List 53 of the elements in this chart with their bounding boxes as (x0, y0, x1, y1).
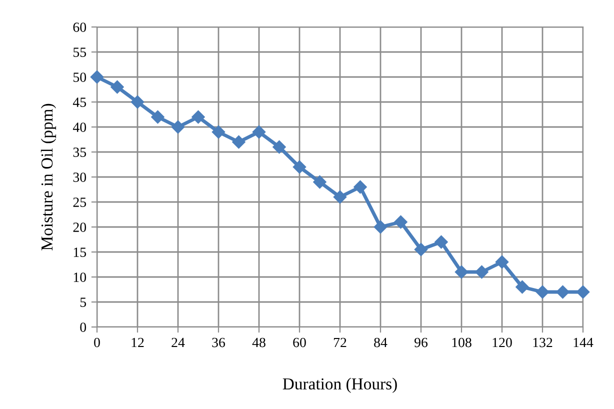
point (292, 160, 306, 174)
point (313, 175, 326, 189)
x-axis-title: Duration (Hours) (282, 378, 397, 393)
y-tick-label: 20 (73, 222, 86, 232)
y-tick-label: 15 (74, 248, 86, 257)
point (354, 180, 367, 194)
point (272, 140, 286, 154)
y-tick-label: 40 (72, 122, 86, 132)
y-tick-label: 10 (74, 272, 86, 282)
x-tick-label: 60 (293, 338, 306, 348)
y-tick-label: 0 (80, 322, 86, 332)
y-tick-label: 55 (74, 48, 86, 57)
x-tick-label: 132 (533, 338, 552, 348)
x-tick-label: 36 (212, 338, 226, 348)
x-tick-label: 120 (492, 338, 512, 348)
x-tick-label: 96 (414, 338, 428, 348)
point (151, 110, 164, 124)
y-tick-label: 35 (73, 148, 86, 157)
point (252, 125, 266, 139)
point (90, 70, 104, 84)
y-tick-label: 30 (73, 172, 86, 182)
point (495, 255, 509, 269)
y-tick-label: 50 (74, 72, 86, 82)
point (212, 125, 226, 139)
point (374, 220, 388, 234)
y-tick-label: 5 (80, 298, 86, 307)
point (454, 265, 468, 279)
x-tick-label: 84 (374, 338, 388, 348)
point (232, 135, 246, 149)
x-tick-label: 0 (94, 338, 100, 348)
x-tick-label: 144 (574, 338, 594, 348)
y-tick-label: 60 (73, 22, 86, 32)
x-tick-label: 48 (252, 338, 266, 348)
point (414, 242, 428, 256)
x-tick-label: 24 (172, 338, 185, 348)
point (394, 215, 408, 229)
point (171, 120, 185, 134)
point (130, 95, 144, 109)
point (333, 190, 347, 204)
point (110, 80, 124, 94)
point (576, 285, 590, 299)
y-axis-title: Moisture in Oil (ppm) (40, 104, 56, 250)
point (434, 235, 448, 249)
x-tick-label: 12 (132, 338, 144, 348)
point (516, 280, 529, 294)
point (536, 285, 550, 299)
y-tick-label: 45 (72, 98, 86, 107)
y-tick-label: 25 (73, 198, 86, 207)
point (556, 285, 570, 299)
x-tick-label: 108 (452, 338, 472, 348)
point (192, 110, 205, 124)
x-tick-label: 72 (334, 338, 346, 348)
point (475, 265, 488, 279)
